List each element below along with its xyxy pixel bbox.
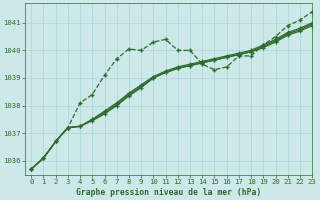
X-axis label: Graphe pression niveau de la mer (hPa): Graphe pression niveau de la mer (hPa) <box>76 188 261 197</box>
